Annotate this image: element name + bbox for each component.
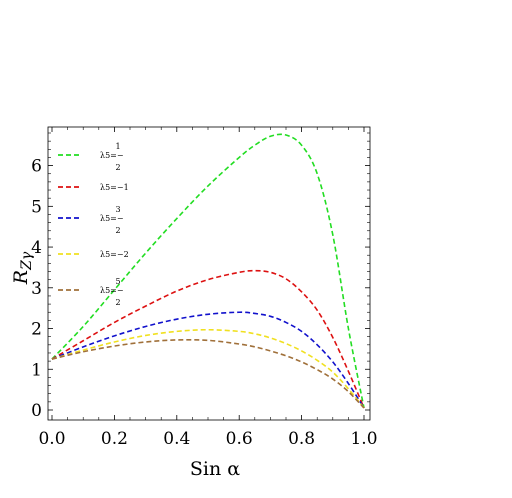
x-axis-title: Sin α xyxy=(190,458,240,480)
x-tick-label: 0.4 xyxy=(163,429,190,449)
y-tick-label: 0 xyxy=(31,401,42,421)
legend-fraction-numerator: 1 xyxy=(115,142,120,151)
legend-label: λ5=−1 xyxy=(100,183,129,192)
y-axis-title-group: RZγ xyxy=(10,251,35,285)
series-line-1 xyxy=(51,133,365,409)
y-tick-label: 3 xyxy=(31,279,42,299)
plot-border xyxy=(47,126,371,421)
x-tick-label: 1.0 xyxy=(350,429,377,449)
legend-fraction-denominator: 2 xyxy=(115,163,120,172)
series-line-5 xyxy=(51,338,365,409)
series-line-2 xyxy=(51,269,365,409)
y-tick-label: 2 xyxy=(31,320,42,340)
y-tick-label: 5 xyxy=(31,197,42,217)
y-axis-title: RZγ xyxy=(10,251,35,285)
legend-fraction-denominator: 2 xyxy=(115,298,120,307)
series-line-4 xyxy=(51,328,365,409)
legend-fraction-denominator: 2 xyxy=(115,226,120,235)
y-tick-label: 4 xyxy=(31,238,42,258)
x-tick-label: 0.2 xyxy=(101,429,128,449)
plot-frame xyxy=(47,126,371,421)
legend-label: λ5=− xyxy=(100,214,124,223)
y-axis-title-main: R xyxy=(10,270,32,285)
y-axis: 0 1 2 3 4 5 6 xyxy=(31,132,370,421)
x-tick-label: 0.8 xyxy=(288,429,315,449)
x-tick-label: 0.6 xyxy=(226,429,253,449)
y-tick-label: 1 xyxy=(31,360,42,380)
y-tick-label: 6 xyxy=(31,157,42,177)
legend-label: λ5=− xyxy=(100,151,124,160)
legend-fraction-numerator: 5 xyxy=(115,277,120,286)
y-axis-title-sub: Zγ xyxy=(19,251,35,271)
x-axis: 0.0 0.2 0.4 0.6 0.8 1.0 xyxy=(38,127,378,449)
series-layer xyxy=(51,133,365,409)
legend-label: λ5=− xyxy=(100,286,124,295)
legend-label: λ5=−2 xyxy=(100,250,129,259)
series-line-3 xyxy=(51,311,365,409)
legend-fraction-numerator: 3 xyxy=(115,205,120,214)
x-tick-label: 0.0 xyxy=(38,429,65,449)
